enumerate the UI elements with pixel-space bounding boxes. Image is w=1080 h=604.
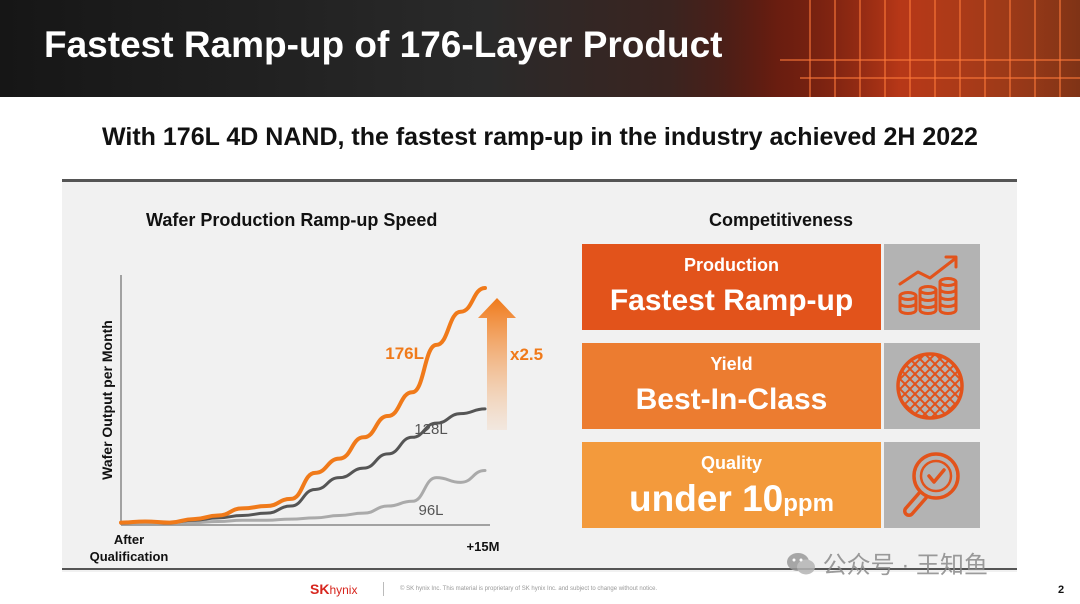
banner-decoration (720, 0, 1080, 97)
card-value: Fastest Ramp-up (609, 284, 854, 317)
growth-coins-icon-box (884, 244, 980, 330)
growth-coins-icon (898, 255, 958, 315)
competitiveness-card-quality: Quality under 10ppm (582, 442, 881, 528)
wechat-icon (787, 553, 815, 575)
card-value: under 10ppm (629, 478, 834, 519)
magnifier-check-icon (903, 452, 960, 517)
competitiveness-card-production: Production Fastest Ramp-up (582, 244, 881, 330)
page-subtitle: With 176L 4D NAND, the fastest ramp-up i… (102, 123, 978, 151)
wafer-icon-box (884, 343, 980, 429)
title-banner: Fastest Ramp-up of 176-Layer Product (0, 0, 1080, 97)
page-number: 2 (1058, 584, 1065, 596)
page-title: Fastest Ramp-up of 176-Layer Product (44, 24, 723, 65)
sk-hynix-logo: SKhynix (310, 581, 358, 597)
competitiveness-card-yield: Yield Best-In-Class (582, 343, 881, 429)
footer-divider (383, 582, 384, 596)
card-label: Quality (700, 453, 762, 473)
chart-title: Wafer Production Ramp-up Speed (146, 210, 438, 230)
card-label: Production (684, 255, 779, 275)
panel-bottom-rule (62, 568, 1017, 570)
card-value: Best-In-Class (635, 383, 828, 416)
watermark: 公众号 · 王知鱼 (786, 545, 988, 580)
magnifier-check-icon-box (884, 442, 980, 528)
footer-disclaimer: © SK hynix Inc. This material is proprie… (400, 586, 658, 592)
wafer-icon (896, 352, 964, 420)
competitiveness-title: Competitiveness (709, 210, 854, 230)
card-label: Yield (710, 354, 753, 374)
